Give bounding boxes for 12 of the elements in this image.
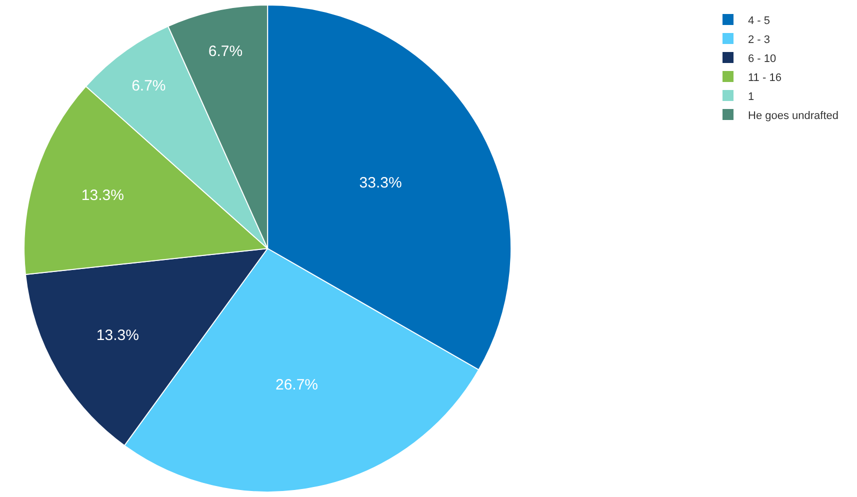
legend-label: 2 - 3 — [748, 34, 770, 46]
legend-label: 6 - 10 — [748, 52, 776, 65]
legend-label: He goes undrafted — [748, 110, 839, 122]
data-label: 13.3% — [81, 186, 124, 204]
data-label: 13.3% — [96, 326, 139, 344]
data-label: 6.7% — [132, 77, 166, 94]
data-label: 26.7% — [275, 376, 318, 394]
data-label: 6.7% — [208, 43, 243, 60]
legend-label: 11 - 16 — [748, 72, 782, 84]
data-label: 33.3% — [359, 174, 402, 192]
legend-label: 1 — [748, 90, 754, 103]
legend-label: 4 - 5 — [748, 14, 770, 27]
